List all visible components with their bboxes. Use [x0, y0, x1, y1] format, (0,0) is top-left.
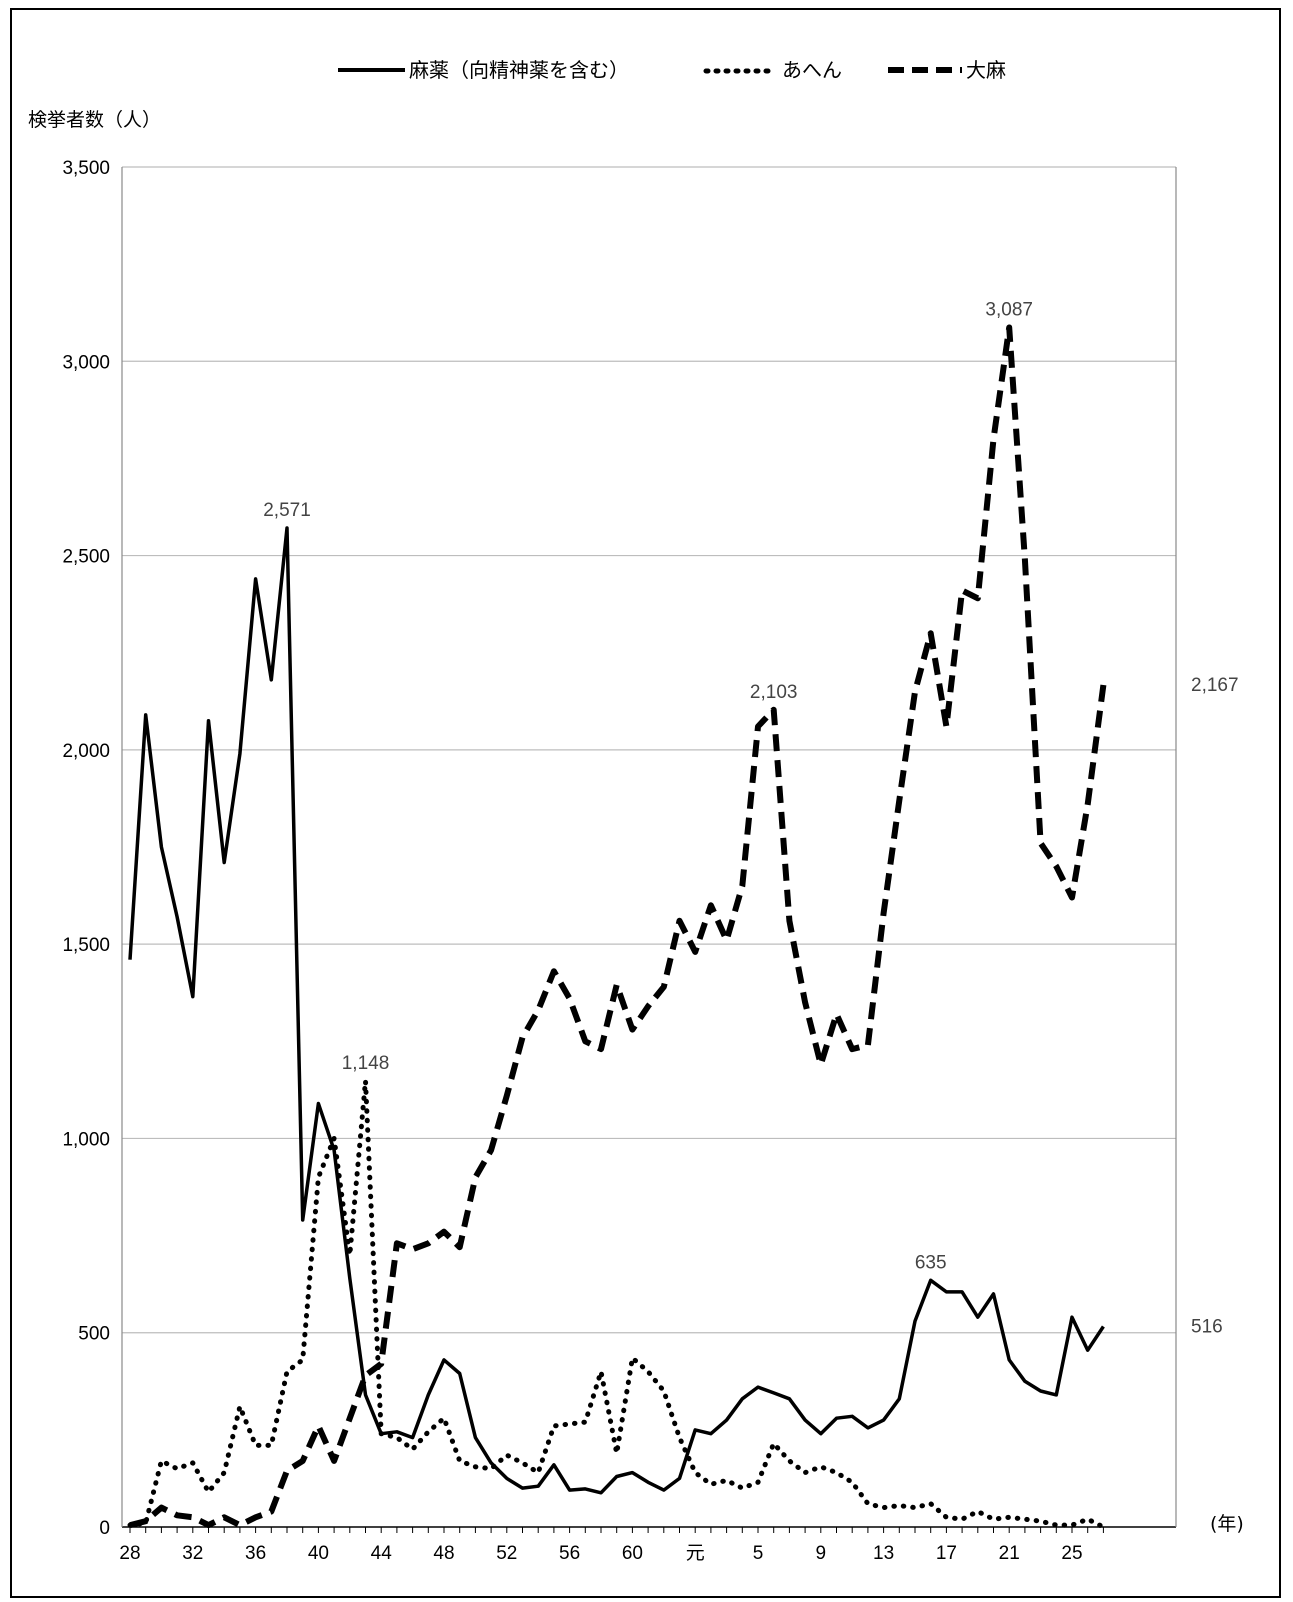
y-tick-label: 1,500 [62, 935, 110, 956]
x-tick-label: 5 [753, 1543, 764, 1564]
x-axis-unit: (年) [1210, 1513, 1244, 1535]
data-label: 2,103 [750, 682, 798, 703]
x-tick-label: 28 [119, 1543, 140, 1564]
grid-layer [122, 166, 1176, 1528]
x-tick-label: 44 [371, 1543, 393, 1564]
x-tick-label: 25 [1061, 1543, 1082, 1564]
y-tick-label: 2,500 [62, 547, 110, 568]
data-label: 635 [915, 1252, 947, 1273]
legend-label-narcotics: 麻薬（向精神薬を含む） [409, 58, 629, 82]
data-label: 2,571 [263, 500, 311, 521]
x-tick-label: 36 [245, 1543, 266, 1564]
legend-label-opium: あへん [782, 58, 842, 82]
x-tick-label: 21 [999, 1543, 1020, 1564]
legend: 麻薬（向精神薬を含む） あへん 大麻 [338, 58, 1006, 82]
y-tick-label: 3,000 [62, 352, 110, 373]
chart-frame [10, 8, 1281, 1598]
series-line-solid [128, 526, 1105, 1495]
data-label: 516 [1191, 1316, 1223, 1337]
annotation-layer: 2,571 1,148 2,103 3,087 635 2,167 516 [263, 299, 1238, 1337]
x-tick-label: 32 [182, 1543, 203, 1564]
x-tick-label: 17 [936, 1543, 957, 1564]
y-tick-label: 1,000 [62, 1129, 110, 1150]
y-axis-title: 検挙者数（人） [28, 109, 161, 131]
y-tick-label: 2,000 [62, 741, 110, 762]
x-tick-label: 40 [308, 1543, 329, 1564]
data-label: 1,148 [342, 1053, 390, 1074]
data-label: 3,087 [985, 299, 1033, 320]
x-tick-label: 13 [873, 1543, 894, 1564]
x-tick-label: 56 [559, 1543, 580, 1564]
y-tick-label: 500 [78, 1324, 110, 1345]
x-tick-label: 52 [496, 1543, 517, 1564]
x-tick-label: 元 [686, 1543, 705, 1564]
series-line-dashed [129, 324, 1107, 1529]
x-tick-label: 60 [622, 1543, 643, 1564]
series-line-dotted [127, 1078, 1106, 1530]
x-tick-label: 9 [816, 1543, 827, 1564]
y-tick-label: 0 [99, 1518, 110, 1539]
series-layer [127, 324, 1107, 1530]
axes-layer: 検挙者数（人） (年) 0 500 1,000 1,500 2,000 2,500 3,00… [28, 109, 1244, 1564]
legend-label-cannabis: 大麻 [966, 58, 1006, 82]
data-label: 2,167 [1191, 675, 1239, 696]
y-tick-label: 3,500 [62, 158, 110, 179]
x-tick-label: 48 [433, 1543, 454, 1564]
